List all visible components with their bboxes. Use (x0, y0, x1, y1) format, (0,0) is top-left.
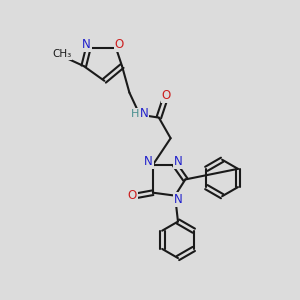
Text: N: N (140, 107, 148, 120)
Text: CH₃: CH₃ (52, 49, 71, 59)
Text: O: O (115, 38, 124, 51)
Text: N: N (82, 38, 91, 51)
Text: O: O (162, 89, 171, 102)
Text: N: N (174, 155, 183, 168)
Text: H: H (131, 109, 140, 119)
Text: N: N (174, 193, 183, 206)
Text: N: N (144, 155, 153, 168)
Text: O: O (128, 189, 137, 202)
